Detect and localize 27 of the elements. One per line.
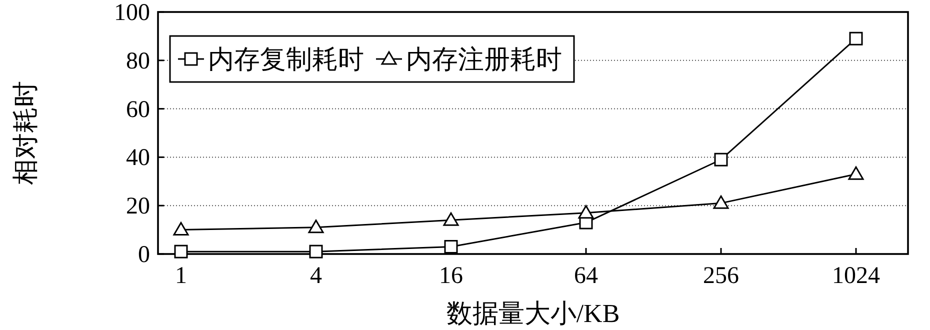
- x-tick-label: 64: [574, 263, 598, 289]
- y-tick-label: 20: [126, 194, 150, 220]
- point: [849, 32, 863, 46]
- point: [444, 240, 458, 254]
- x-axis-title: 数据量大小/KB: [446, 299, 620, 328]
- point: [309, 244, 323, 258]
- y-tick-label: 100: [114, 0, 150, 26]
- point: [848, 166, 864, 180]
- point: [578, 205, 594, 219]
- point: [173, 222, 189, 236]
- y-tick-label: 80: [126, 48, 150, 74]
- x-tick-label: 1024: [832, 263, 880, 289]
- point: [308, 220, 324, 234]
- x-tick-label: 256: [703, 263, 739, 289]
- y-tick-label: 60: [126, 96, 150, 123]
- legend-label: 内存复制耗时: [208, 45, 364, 74]
- x-tick-label: 16: [439, 263, 463, 289]
- legend-label: 内存注册耗时: [406, 45, 562, 74]
- y-tick-label: 40: [126, 145, 150, 172]
- y-tick-label: 0: [138, 242, 150, 268]
- x-tick-label: 1: [175, 263, 187, 289]
- point: [714, 152, 728, 166]
- x-tick-label: 4: [310, 263, 322, 289]
- point: [443, 212, 459, 226]
- y-axis-title: 相对耗时: [11, 81, 40, 185]
- point: [174, 244, 188, 258]
- point: [713, 195, 729, 209]
